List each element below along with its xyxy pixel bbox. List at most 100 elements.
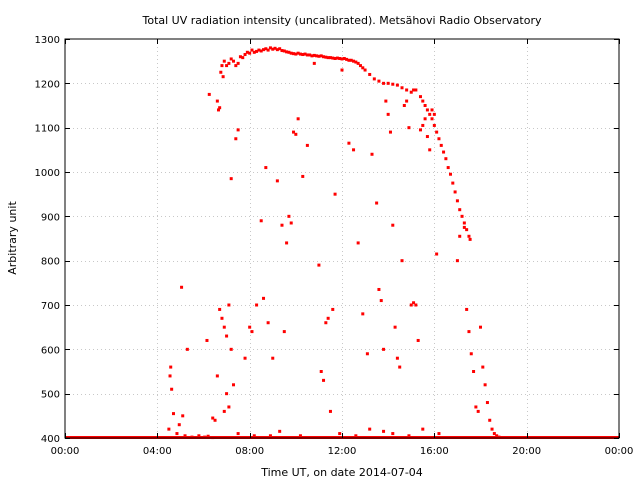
data-point: [211, 416, 215, 420]
data-points: [167, 46, 501, 440]
data-point: [262, 48, 266, 52]
data-point: [221, 75, 225, 79]
data-point: [400, 86, 404, 90]
data-point: [331, 56, 335, 60]
data-point: [171, 412, 175, 416]
data-point: [217, 108, 221, 112]
data-point: [483, 383, 487, 387]
data-point: [257, 48, 261, 52]
data-point: [340, 68, 344, 72]
data-point: [203, 435, 207, 439]
data-point: [287, 214, 291, 218]
data-point: [354, 434, 358, 438]
data-point: [292, 130, 296, 134]
data-point: [301, 174, 305, 178]
x-axis-label: Time UT, on date 2014-07-04: [260, 466, 423, 479]
data-point: [285, 241, 289, 245]
y-tick-label: 900: [41, 212, 60, 223]
data-point: [395, 83, 399, 87]
data-point: [375, 201, 379, 205]
x-tick-label: 00:00: [605, 446, 634, 457]
data-point: [326, 316, 330, 320]
data-point: [190, 435, 194, 439]
data-point: [218, 106, 222, 110]
data-point: [324, 321, 328, 325]
data-point: [275, 179, 279, 183]
data-point: [435, 130, 439, 134]
data-point: [271, 356, 275, 360]
data-point: [421, 99, 425, 103]
data-point: [425, 108, 429, 112]
data-point: [225, 392, 229, 396]
data-point: [312, 61, 316, 65]
data-point: [227, 405, 231, 409]
data-point: [382, 347, 386, 351]
data-point: [347, 58, 351, 62]
data-point: [432, 123, 436, 127]
data-point: [442, 150, 446, 154]
data-point: [328, 409, 332, 413]
data-point: [319, 54, 323, 58]
data-point: [439, 143, 443, 147]
data-point: [333, 192, 337, 196]
y-tick-label: 1100: [35, 124, 60, 135]
data-point: [402, 104, 406, 107]
data-point: [460, 214, 464, 218]
data-point: [414, 303, 418, 307]
x-tick-label: 08:00: [235, 446, 264, 457]
data-point: [476, 409, 480, 413]
data-point: [232, 59, 236, 63]
data-point: [282, 330, 286, 334]
data-point: [305, 143, 309, 147]
data-point: [305, 53, 309, 57]
data-point: [232, 383, 236, 387]
data-point: [301, 53, 305, 57]
data-point: [393, 325, 397, 329]
y-tick-label: 1300: [35, 35, 60, 46]
y-tick-label: 1200: [35, 79, 60, 90]
y-tick-label: 800: [41, 257, 60, 268]
data-point: [183, 434, 187, 438]
data-point: [363, 68, 367, 72]
data-point: [370, 152, 374, 156]
data-point: [361, 66, 365, 70]
data-point: [206, 434, 210, 438]
data-point: [418, 128, 422, 132]
data-point: [338, 57, 342, 61]
data-point: [264, 166, 268, 170]
data-point: [259, 49, 263, 53]
data-point: [379, 299, 383, 303]
data-point: [356, 61, 360, 65]
data-point: [458, 234, 462, 238]
data-point: [481, 365, 485, 369]
data-point: [205, 338, 209, 342]
data-point: [333, 57, 337, 61]
data-point: [409, 303, 413, 307]
data-point: [296, 51, 300, 55]
data-point: [400, 259, 404, 263]
data-point: [197, 434, 201, 438]
data-point: [250, 330, 254, 334]
data-point: [238, 55, 242, 59]
data-point: [386, 112, 390, 116]
data-point: [285, 50, 289, 54]
data-point: [175, 432, 179, 436]
data-point: [405, 88, 409, 92]
chart-title: Total UV radiation intensity (uncalibrat…: [142, 14, 542, 27]
data-point: [227, 61, 231, 65]
data-point: [352, 59, 356, 63]
data-point: [220, 64, 224, 68]
data-point: [278, 429, 282, 433]
data-point: [479, 325, 482, 329]
data-point: [289, 221, 293, 225]
data-point: [280, 223, 284, 227]
data-point: [241, 56, 245, 60]
data-point: [465, 307, 469, 311]
data-point: [312, 53, 316, 57]
data-point: [282, 49, 286, 53]
data-point: [342, 57, 346, 61]
y-tick-label: 600: [41, 345, 60, 356]
data-point: [271, 47, 275, 51]
data-point: [319, 370, 323, 373]
x-tick-label: 00:00: [51, 446, 80, 457]
